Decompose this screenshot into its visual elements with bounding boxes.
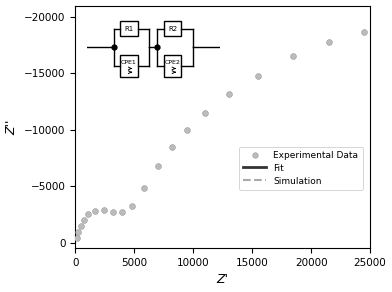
Point [110, 210, 116, 214]
Point [80, 218, 87, 222]
Legend: Experimental Data, Fit, Simulation: Experimental Data, Fit, Simulation [239, 147, 363, 190]
Point [326, 39, 332, 44]
Point [184, 127, 191, 132]
Point [141, 186, 147, 191]
X-axis label: Z': Z' [217, 273, 229, 286]
Point [85, 212, 91, 217]
Point [73, 236, 80, 240]
Point [225, 91, 232, 96]
Point [119, 210, 125, 214]
Point [155, 164, 161, 168]
Point [290, 54, 297, 59]
Point [100, 207, 107, 212]
Point [78, 223, 84, 228]
Point [129, 204, 135, 209]
Y-axis label: Z'': Z'' [5, 119, 18, 135]
Point [92, 208, 98, 213]
Point [169, 144, 175, 149]
Point [75, 230, 82, 235]
Point [202, 110, 208, 115]
Point [361, 29, 367, 34]
Point [255, 73, 261, 78]
